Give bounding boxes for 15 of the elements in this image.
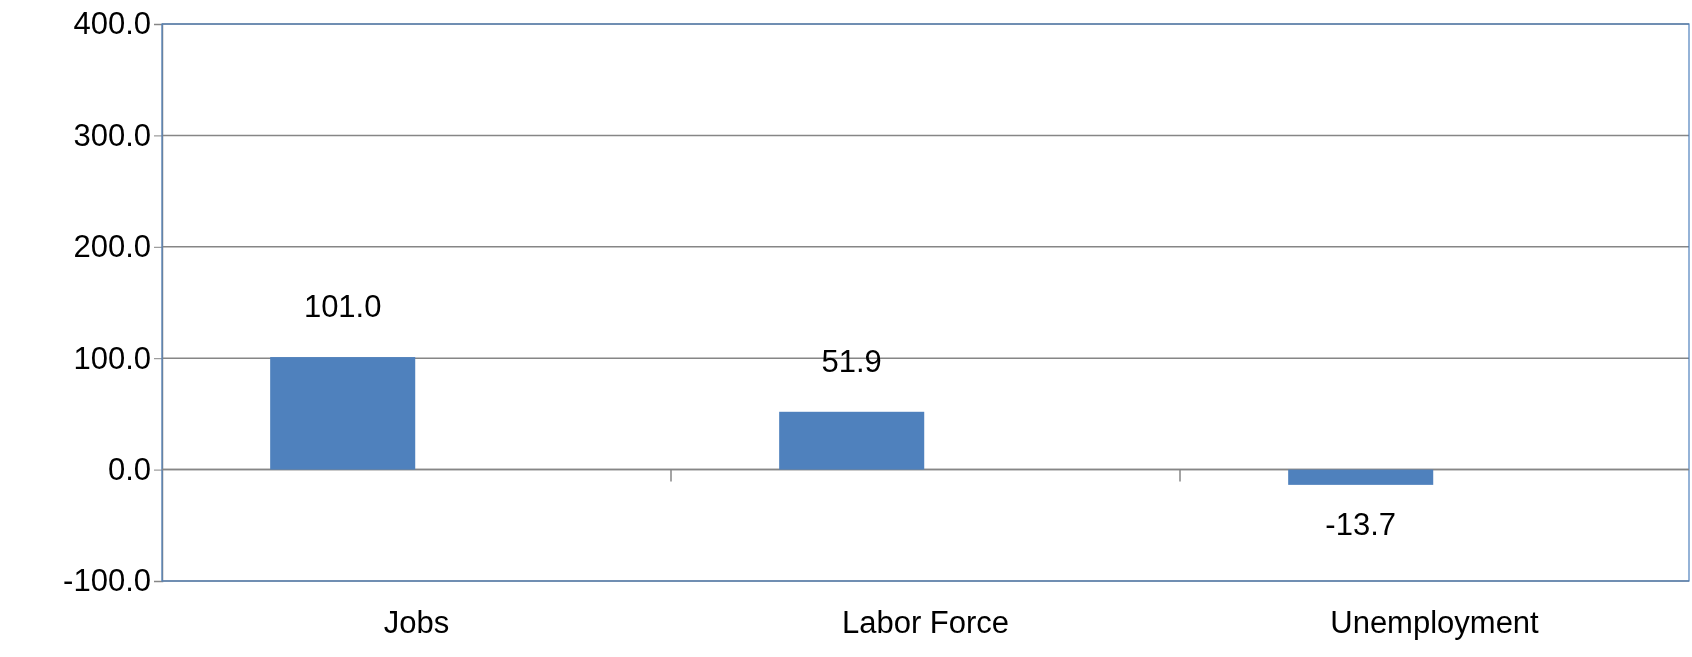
x-tick-label: Jobs	[383, 605, 450, 640]
bar	[1288, 469, 1434, 485]
bar	[270, 357, 416, 470]
y-tick-label: 300.0	[73, 117, 151, 153]
y-tick-label: 0.0	[107, 452, 151, 488]
y-tick-label: -100.0	[63, 563, 151, 599]
y-tick-label: 200.0	[73, 229, 151, 265]
data-label: 101.0	[303, 289, 382, 325]
x-tick-label: Unemployment	[1330, 605, 1540, 640]
data-label: 51.9	[821, 343, 882, 379]
x-tick-label: Labor Force	[841, 605, 1010, 640]
bar	[779, 411, 925, 470]
y-tick-label: 400.0	[73, 6, 151, 42]
y-tick-label: 100.0	[73, 340, 151, 376]
data-label: -13.7	[1325, 506, 1397, 542]
